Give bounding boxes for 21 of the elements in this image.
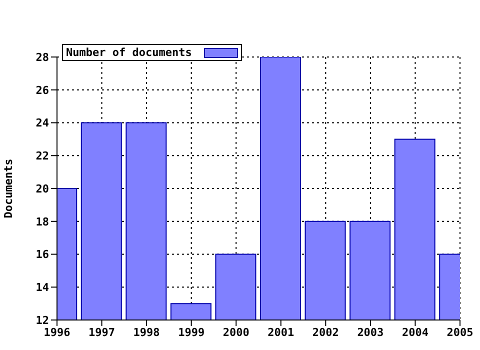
- x-tick-label: 1998: [133, 326, 160, 339]
- y-tick-label: 22: [36, 150, 49, 163]
- y-tick-label: 16: [36, 248, 50, 262]
- x-tick-label: 2000: [222, 326, 250, 339]
- x-tick-label: 2001: [268, 326, 295, 339]
- y-tick-label: 14: [36, 281, 50, 294]
- y-tick-label: 18: [36, 215, 49, 228]
- x-tick-label: 2002: [312, 326, 339, 339]
- x-tick-label: 1997: [88, 326, 116, 339]
- x-tick-label: 2004: [402, 326, 429, 339]
- y-tick-label: 26: [36, 84, 50, 97]
- y-axis-title: Documents: [2, 158, 15, 218]
- y-tick-label: 24: [36, 116, 50, 130]
- y-tick-label: 28: [36, 50, 49, 64]
- x-tick-label: 1999: [178, 326, 205, 339]
- y-tick-label: 12: [36, 314, 49, 327]
- x-tick-label: 2003: [357, 326, 384, 339]
- y-tick-label: 20: [36, 182, 49, 196]
- x-tick-label: 2005: [446, 326, 474, 339]
- x-tick-label: 1996: [44, 326, 71, 339]
- legend-label: Number of documents: [66, 46, 192, 59]
